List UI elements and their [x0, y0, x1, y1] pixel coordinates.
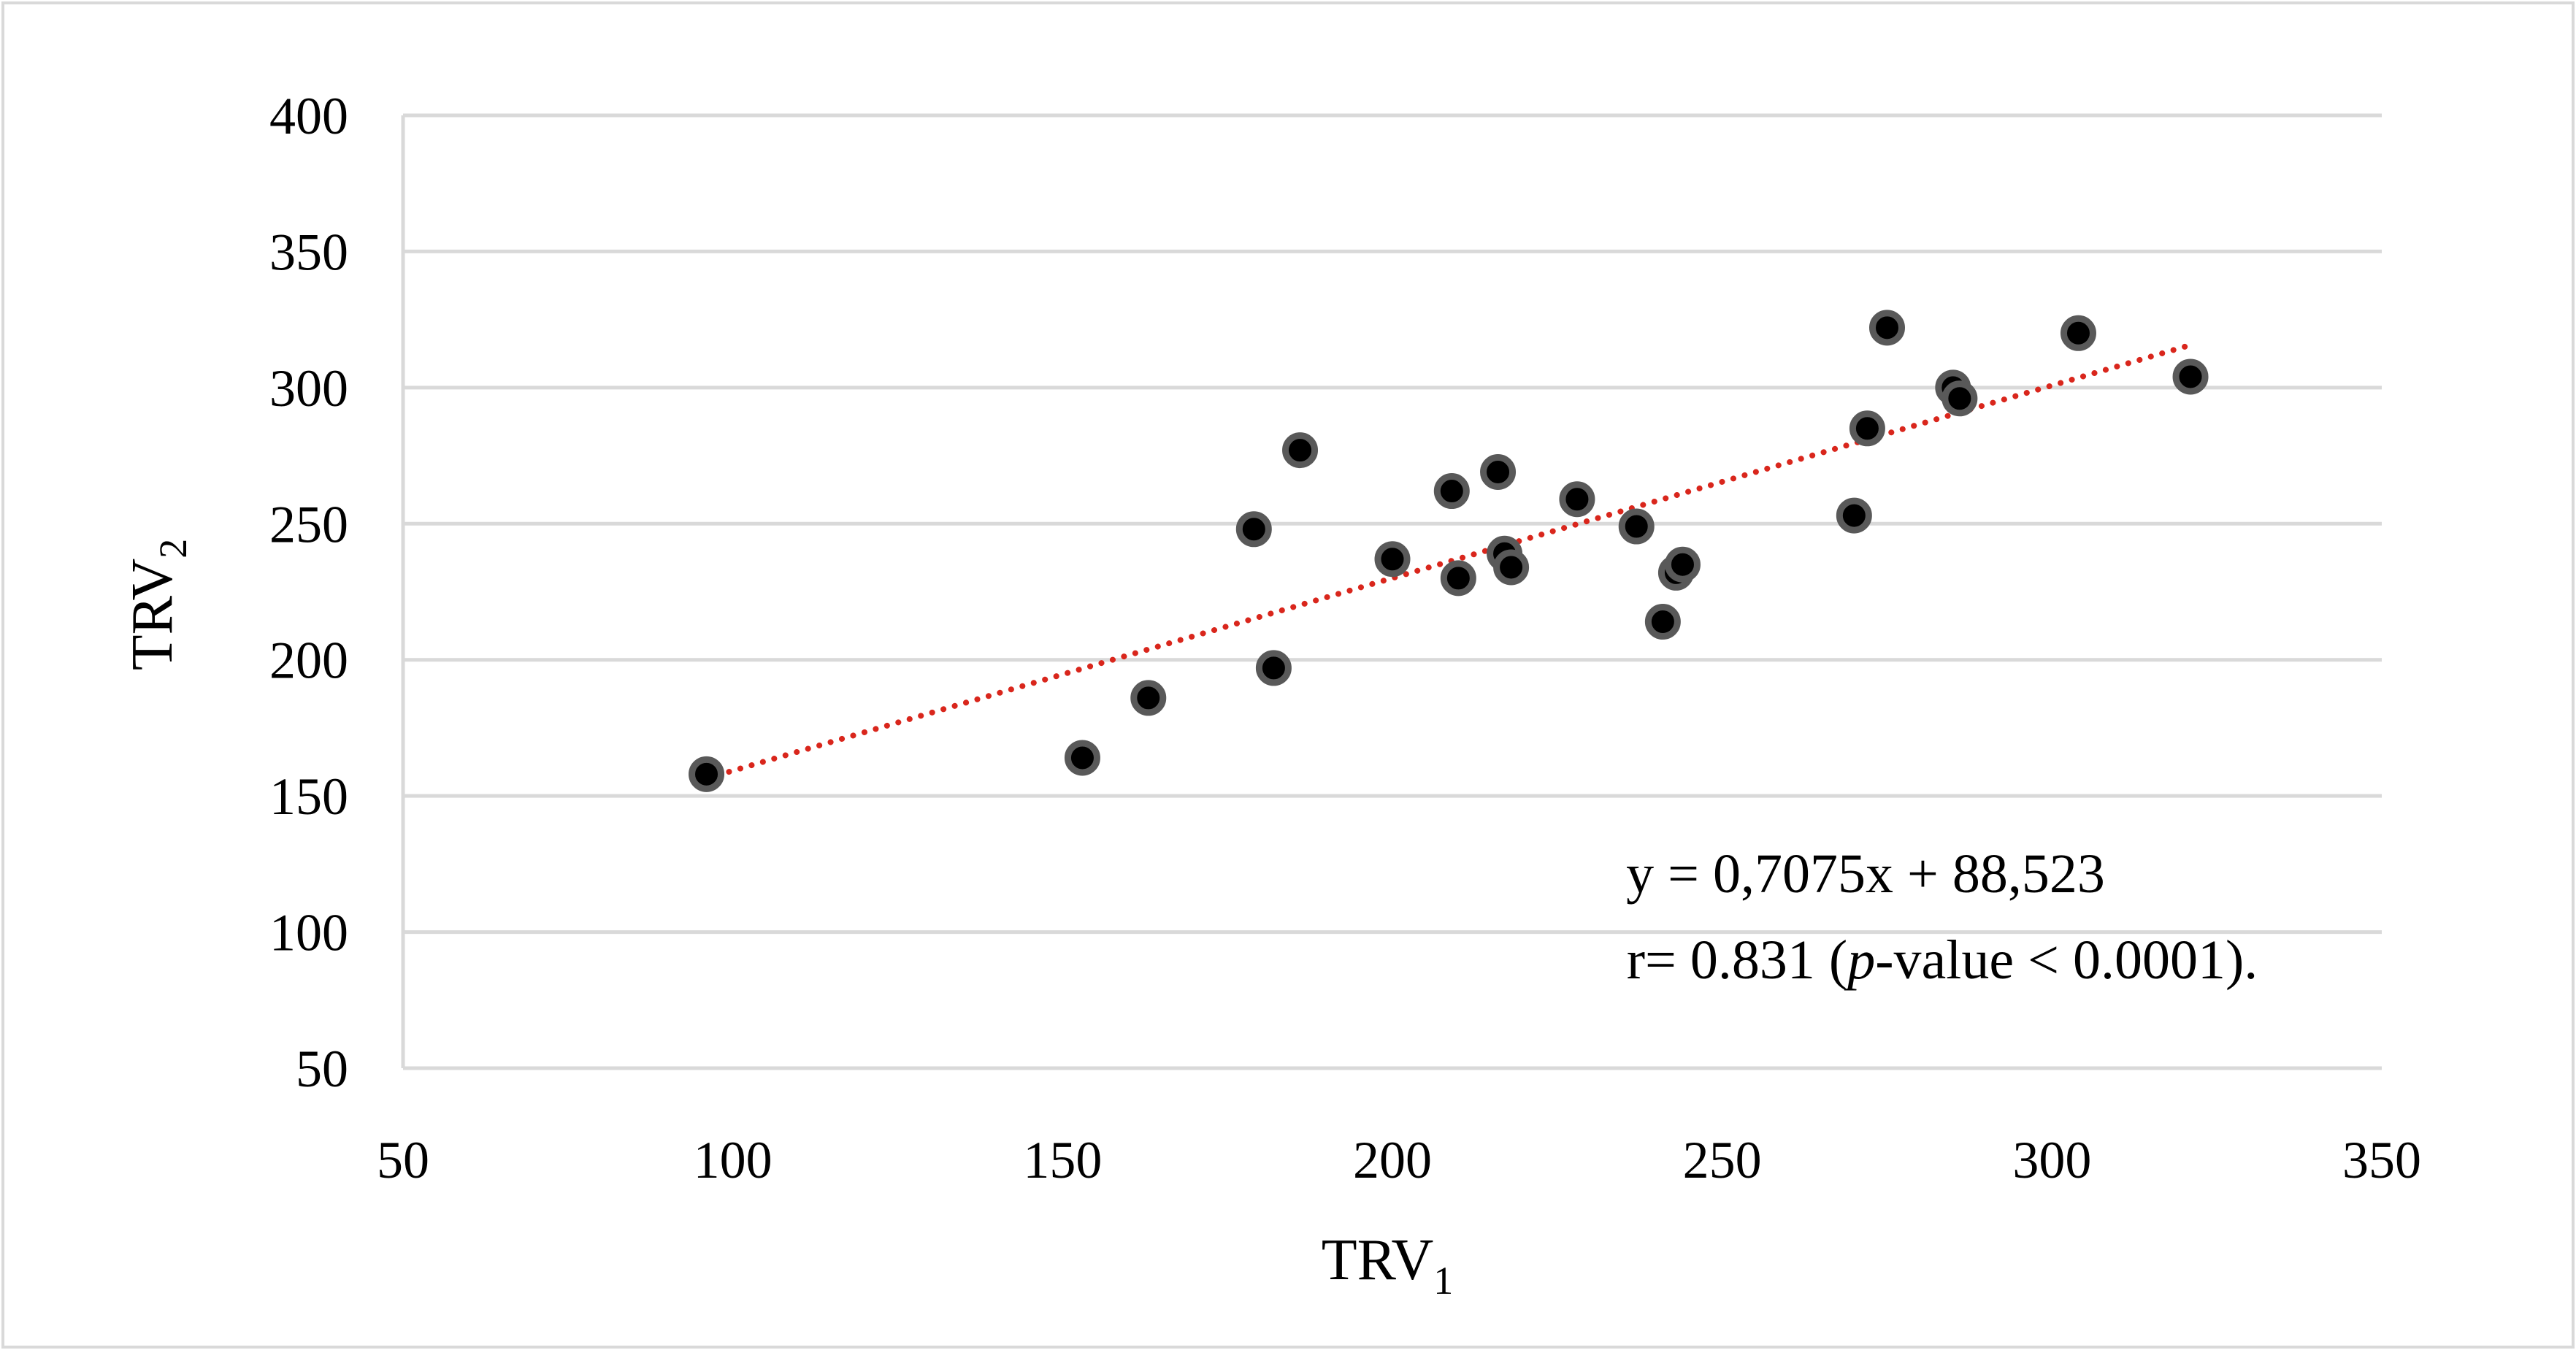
x-tick-label: 100: [694, 1131, 773, 1189]
y-tick-label: 350: [269, 223, 348, 281]
data-point-8: [1440, 560, 1476, 597]
data-point-4: [1255, 650, 1292, 686]
y-tick-label: 150: [269, 767, 348, 826]
x-axis-title-main: TRV: [1322, 1228, 1434, 1292]
x-tick-label: 250: [1683, 1131, 1762, 1189]
data-point-12: [1559, 481, 1595, 518]
trendline-group: [703, 342, 2194, 782]
data-point-23: [2172, 358, 2209, 395]
regression-equation: y = 0,7075x + 88,523: [1626, 843, 2105, 905]
x-axis-title-sub: 1: [1433, 1259, 1453, 1303]
y-axis-title: TRV2: [120, 539, 195, 671]
data-point-11: [1493, 549, 1530, 586]
x-axis-title: TRV1: [1322, 1228, 1454, 1303]
tick-labels: 50 100 150 200 250 300 350 400 50 100 150 200 250 300…: [269, 87, 2421, 1189]
data-point-17: [1836, 497, 1872, 534]
y-tick-label: 200: [269, 632, 348, 690]
y-tick-label: 300: [269, 359, 348, 418]
correlation-stat-prefix: r= 0.831 (: [1627, 929, 1847, 991]
data-point-13: [1618, 508, 1655, 545]
correlation-stat-p: p: [1844, 929, 1875, 991]
data-point-9: [1480, 453, 1517, 490]
y-tick-label: 100: [269, 904, 348, 962]
data-point-1: [1064, 740, 1100, 776]
gridlines: [401, 113, 2382, 1070]
data-point-21: [1941, 380, 1978, 417]
x-tick-label: 350: [2342, 1131, 2421, 1189]
correlation-stat-suffix: -value < 0.0001).: [1875, 929, 2258, 991]
data-point-6: [1374, 541, 1411, 578]
data-point-22: [2060, 315, 2096, 351]
x-tick-label: 150: [1023, 1131, 1102, 1189]
y-axis-title-sub: 2: [151, 539, 195, 559]
y-tick-label: 400: [269, 87, 348, 145]
data-point-7: [1433, 473, 1470, 510]
x-tick-label: 50: [377, 1131, 429, 1189]
trendline: [703, 342, 2194, 782]
x-tick-label: 300: [2012, 1131, 2091, 1189]
data-point-5: [1282, 432, 1319, 469]
x-tick-label: 200: [1353, 1131, 1432, 1189]
data-point-2: [1130, 680, 1167, 716]
data-point-16: [1664, 546, 1701, 583]
data-points: [689, 310, 2209, 792]
y-axis-title-main: TRV: [120, 559, 185, 671]
data-point-0: [689, 756, 725, 792]
data-point-19: [1869, 310, 1905, 346]
data-point-3: [1235, 511, 1272, 548]
correlation-stat: r= 0.831 (p-value < 0.0001).: [1627, 929, 2258, 991]
data-point-14: [1644, 604, 1681, 640]
y-tick-label: 250: [269, 495, 348, 553]
y-tick-label: 50: [296, 1040, 348, 1098]
data-point-18: [1849, 410, 1885, 447]
